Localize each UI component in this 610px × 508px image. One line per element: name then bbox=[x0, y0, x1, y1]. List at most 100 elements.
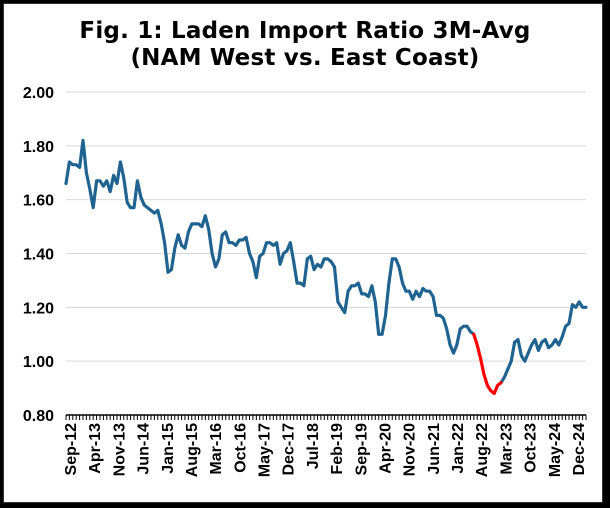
data-point bbox=[377, 333, 380, 336]
data-point bbox=[224, 231, 227, 233]
y-tick-label: 0.80 bbox=[23, 408, 54, 425]
data-point bbox=[435, 314, 438, 317]
data-point bbox=[384, 314, 387, 317]
data-point bbox=[296, 282, 298, 284]
data-point bbox=[204, 215, 207, 217]
data-point bbox=[289, 241, 292, 244]
data-point bbox=[326, 258, 329, 260]
data-point bbox=[323, 258, 326, 260]
data-point bbox=[309, 255, 312, 257]
x-tick-label: Sep-12 bbox=[63, 423, 80, 476]
data-point bbox=[248, 252, 251, 255]
data-point bbox=[360, 293, 363, 295]
x-tick-label: Feb-19 bbox=[329, 423, 346, 475]
data-point bbox=[340, 306, 343, 309]
data-point bbox=[456, 344, 458, 346]
x-tick-label: Mar-16 bbox=[208, 423, 225, 475]
y-tick-label: 1.20 bbox=[23, 300, 54, 317]
data-point bbox=[483, 373, 485, 376]
data-point bbox=[245, 236, 247, 239]
data-point bbox=[82, 139, 84, 142]
data-point bbox=[367, 295, 370, 298]
data-point bbox=[119, 161, 122, 163]
data-point bbox=[316, 263, 319, 266]
x-tick-label: Oct-23 bbox=[523, 423, 540, 473]
data-point bbox=[282, 252, 285, 255]
data-point bbox=[439, 314, 441, 317]
data-point bbox=[530, 344, 533, 346]
data-point bbox=[357, 282, 360, 284]
data-point bbox=[466, 325, 468, 327]
data-point bbox=[156, 209, 159, 212]
data-point bbox=[320, 266, 322, 268]
data-point bbox=[490, 389, 492, 392]
data-point bbox=[578, 301, 581, 303]
data-point bbox=[476, 344, 479, 346]
chart-subtitle: (NAM West vs. East Coast) bbox=[130, 45, 480, 71]
data-point bbox=[534, 338, 536, 341]
data-point bbox=[167, 271, 169, 274]
data-point bbox=[354, 285, 356, 287]
data-point bbox=[432, 295, 434, 298]
data-point bbox=[146, 206, 149, 209]
data-point bbox=[201, 225, 203, 228]
data-point bbox=[568, 322, 570, 325]
data-point bbox=[493, 392, 496, 395]
data-point bbox=[129, 206, 132, 209]
x-tick-label: Apr-13 bbox=[87, 423, 104, 474]
data-point bbox=[541, 341, 543, 344]
data-point bbox=[537, 349, 540, 352]
data-point bbox=[411, 298, 414, 301]
data-point bbox=[99, 180, 101, 182]
y-axis-ticks: 0.80 1.00 1.20 1.40 1.60 1.80 2.00 bbox=[23, 85, 54, 425]
data-point bbox=[68, 161, 71, 163]
data-point bbox=[388, 282, 390, 284]
data-point bbox=[371, 285, 373, 287]
data-point bbox=[462, 325, 465, 327]
data-point bbox=[459, 328, 462, 330]
data-point bbox=[517, 338, 519, 341]
data-point bbox=[265, 241, 268, 244]
x-tick-label: Nov-13 bbox=[111, 423, 128, 476]
chart-title: Fig. 1: Laden Import Ratio 3M-Avg bbox=[79, 18, 531, 44]
data-point bbox=[479, 357, 482, 360]
data-point bbox=[139, 196, 142, 198]
data-point bbox=[524, 360, 526, 362]
data-point bbox=[422, 287, 424, 290]
data-point bbox=[122, 177, 125, 179]
data-point bbox=[500, 381, 502, 384]
data-point bbox=[558, 344, 560, 346]
data-point bbox=[510, 360, 513, 362]
y-tick-label: 2.00 bbox=[23, 85, 54, 102]
data-point bbox=[452, 352, 455, 354]
series-line bbox=[64, 138, 476, 355]
data-point bbox=[235, 244, 237, 247]
data-point bbox=[581, 306, 584, 309]
data-point bbox=[415, 290, 417, 292]
data-point bbox=[306, 258, 309, 260]
y-tick-label: 1.40 bbox=[23, 247, 54, 264]
data-point bbox=[527, 352, 530, 354]
data-point bbox=[143, 204, 145, 206]
data-point bbox=[92, 206, 94, 209]
data-point bbox=[575, 306, 577, 309]
data-point bbox=[337, 301, 339, 303]
data-point bbox=[585, 306, 587, 309]
data-point bbox=[109, 190, 111, 193]
data-point bbox=[292, 260, 295, 263]
data-point bbox=[343, 311, 346, 314]
x-tick-label: Mar-23 bbox=[498, 423, 515, 475]
data-point bbox=[153, 212, 156, 214]
data-point bbox=[330, 260, 332, 263]
data-point bbox=[486, 384, 489, 387]
x-tick-label: Sep-19 bbox=[353, 423, 370, 476]
data-point bbox=[445, 328, 448, 330]
data-point bbox=[160, 223, 162, 225]
data-point bbox=[473, 333, 475, 336]
data-point bbox=[177, 233, 179, 236]
series-lines bbox=[64, 138, 588, 396]
x-tick-label: Oct-16 bbox=[232, 423, 249, 473]
x-tick-label: Jan-15 bbox=[160, 423, 177, 474]
series-line bbox=[499, 300, 588, 385]
